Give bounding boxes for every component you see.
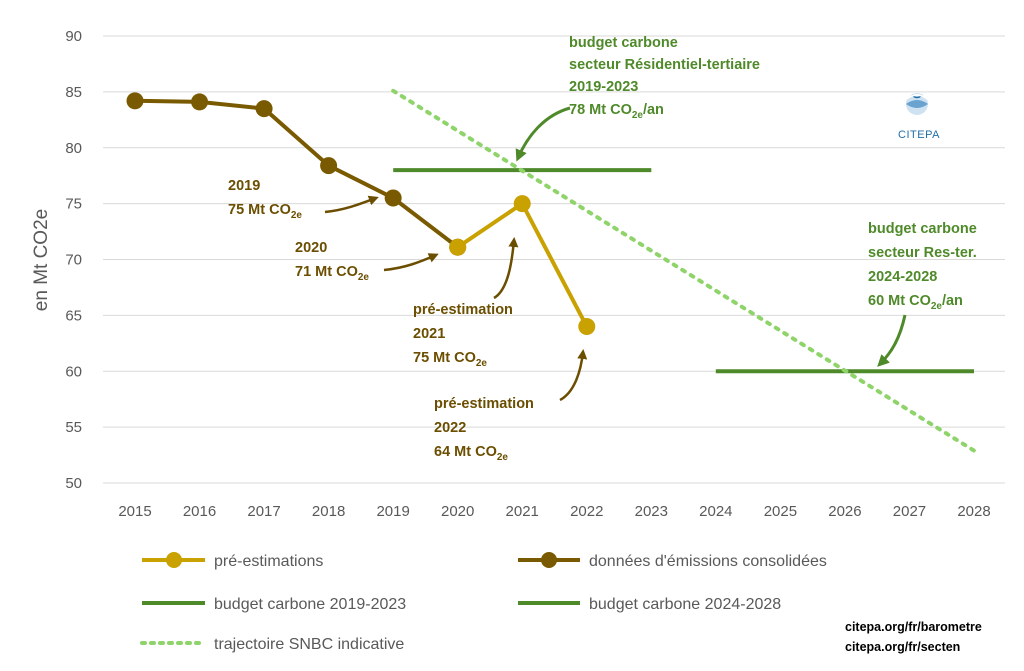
y-axis-label: en Mt CO2e xyxy=(31,209,52,311)
legend-item-preestimations: pré-estimations xyxy=(142,552,323,570)
svg-text:2024-2028: 2024-2028 xyxy=(868,269,937,285)
svg-text:secteur Res-ter.: secteur Res-ter. xyxy=(868,245,977,261)
data-point-2021 xyxy=(513,195,531,213)
x-axis-ticks: 2015 2016 2017 2018 2019 2020 2021 2022 2023 2024… xyxy=(118,503,990,520)
y-tick-label: 65 xyxy=(65,307,82,324)
annotation-2019: 2019 75 Mt CO2e xyxy=(228,178,302,221)
x-tick-label: 2026 xyxy=(828,503,861,520)
legend-item-snbc: trajectoire SNBC indicative xyxy=(140,636,404,653)
x-tick-label: 2023 xyxy=(635,503,668,520)
y-tick-label: 55 xyxy=(65,419,82,436)
legend: pré-estimations données d'émissions cons… xyxy=(140,552,827,653)
arrow-budget2 xyxy=(877,314,907,367)
svg-text:trajectoire SNBC indicative: trajectoire SNBC indicative xyxy=(214,636,404,653)
series-layer xyxy=(126,88,976,453)
x-tick-label: 2015 xyxy=(118,503,151,520)
annotation-2022: pré-estimation 2022 64 Mt CO2e xyxy=(434,396,534,463)
svg-text:2019: 2019 xyxy=(228,178,260,194)
legend-item-budget-2019-2023: budget carbone 2019-2023 xyxy=(142,596,406,613)
citepa-logo: CITEPA xyxy=(898,93,940,141)
legend-item-consolidated: données d'émissions consolidées xyxy=(518,552,827,570)
data-point-2018 xyxy=(320,157,338,175)
svg-text:2019-2023: 2019-2023 xyxy=(569,79,638,95)
svg-text:78 Mt CO2e/an: 78 Mt CO2e/an xyxy=(569,102,664,121)
svg-text:75 Mt CO2e: 75 Mt CO2e xyxy=(413,350,487,369)
arrow-2022 xyxy=(559,349,588,402)
y-tick-label: 85 xyxy=(65,84,82,101)
x-tick-label: 2021 xyxy=(506,503,539,520)
x-tick-label: 2024 xyxy=(699,503,732,520)
series-line-0 xyxy=(134,98,459,249)
annotation-budget-2024-2028: budget carbone secteur Res-ter. 2024-202… xyxy=(868,221,977,312)
x-tick-label: 2022 xyxy=(570,503,603,520)
arrow-2020 xyxy=(383,253,439,272)
grid-lines xyxy=(103,35,1005,484)
x-tick-label: 2028 xyxy=(957,503,990,520)
y-tick-label: 90 xyxy=(65,28,82,45)
svg-text:71 Mt CO2e: 71 Mt CO2e xyxy=(295,264,369,283)
x-tick-label: 2020 xyxy=(441,503,474,520)
globe-icon xyxy=(904,93,930,115)
svg-text:données d'émissions consolidée: données d'émissions consolidées xyxy=(589,553,827,570)
data-point-2017 xyxy=(255,100,273,118)
svg-text:budget carbone: budget carbone xyxy=(868,221,977,237)
footer-link-secten[interactable]: citepa.org/fr/secten xyxy=(845,640,960,654)
logo-text: CITEPA xyxy=(898,129,940,141)
svg-text:budget carbone 2024-2028: budget carbone 2024-2028 xyxy=(589,596,781,613)
data-point-2016 xyxy=(191,93,209,111)
series-line-4 xyxy=(391,88,976,453)
svg-text:budget carbone: budget carbone xyxy=(569,35,678,51)
annotation-arrows xyxy=(324,106,907,402)
svg-text:2022: 2022 xyxy=(434,420,466,436)
footer-link-barometre[interactable]: citepa.org/fr/barometre xyxy=(845,620,982,634)
x-tick-label: 2016 xyxy=(183,503,216,520)
svg-text:60 Mt CO2e/an: 60 Mt CO2e/an xyxy=(868,293,963,312)
annotation-2021: pré-estimation 2021 75 Mt CO2e xyxy=(413,302,513,369)
data-point-2015 xyxy=(126,92,144,110)
y-tick-label: 75 xyxy=(65,196,82,213)
arrow-2021 xyxy=(493,237,519,300)
data-point-2019 xyxy=(384,189,402,207)
arrow-budget1 xyxy=(515,106,571,162)
annotation-2020: 2020 71 Mt CO2e xyxy=(295,240,369,283)
y-tick-label: 60 xyxy=(65,363,82,380)
x-tick-label: 2018 xyxy=(312,503,345,520)
y-tick-label: 50 xyxy=(65,475,82,492)
svg-text:2020: 2020 xyxy=(295,240,327,256)
arrow-2019 xyxy=(324,195,379,214)
svg-text:secteur Résidentiel-tertiaire: secteur Résidentiel-tertiaire xyxy=(569,57,760,73)
x-tick-label: 2017 xyxy=(247,503,280,520)
x-tick-label: 2019 xyxy=(376,503,409,520)
y-axis-ticks: 50 55 60 65 70 75 80 85 90 xyxy=(65,28,82,492)
svg-text:64 Mt CO2e: 64 Mt CO2e xyxy=(434,444,508,463)
svg-text:2021: 2021 xyxy=(413,326,445,342)
data-point-2020 xyxy=(449,238,467,256)
data-point-2022 xyxy=(578,318,596,336)
y-tick-label: 70 xyxy=(65,252,82,269)
svg-text:pré-estimations: pré-estimations xyxy=(214,553,323,570)
annotation-budget-2019-2023: budget carbone secteur Résidentiel-terti… xyxy=(569,35,760,121)
y-tick-label: 80 xyxy=(65,140,82,157)
svg-text:pré-estimation: pré-estimation xyxy=(413,302,513,318)
svg-text:budget carbone 2019-2023: budget carbone 2019-2023 xyxy=(214,596,406,613)
x-tick-label: 2025 xyxy=(764,503,797,520)
legend-item-budget-2024-2028: budget carbone 2024-2028 xyxy=(518,596,781,613)
svg-text:75 Mt CO2e: 75 Mt CO2e xyxy=(228,202,302,221)
svg-text:pré-estimation: pré-estimation xyxy=(434,396,534,412)
x-tick-label: 2027 xyxy=(893,503,926,520)
